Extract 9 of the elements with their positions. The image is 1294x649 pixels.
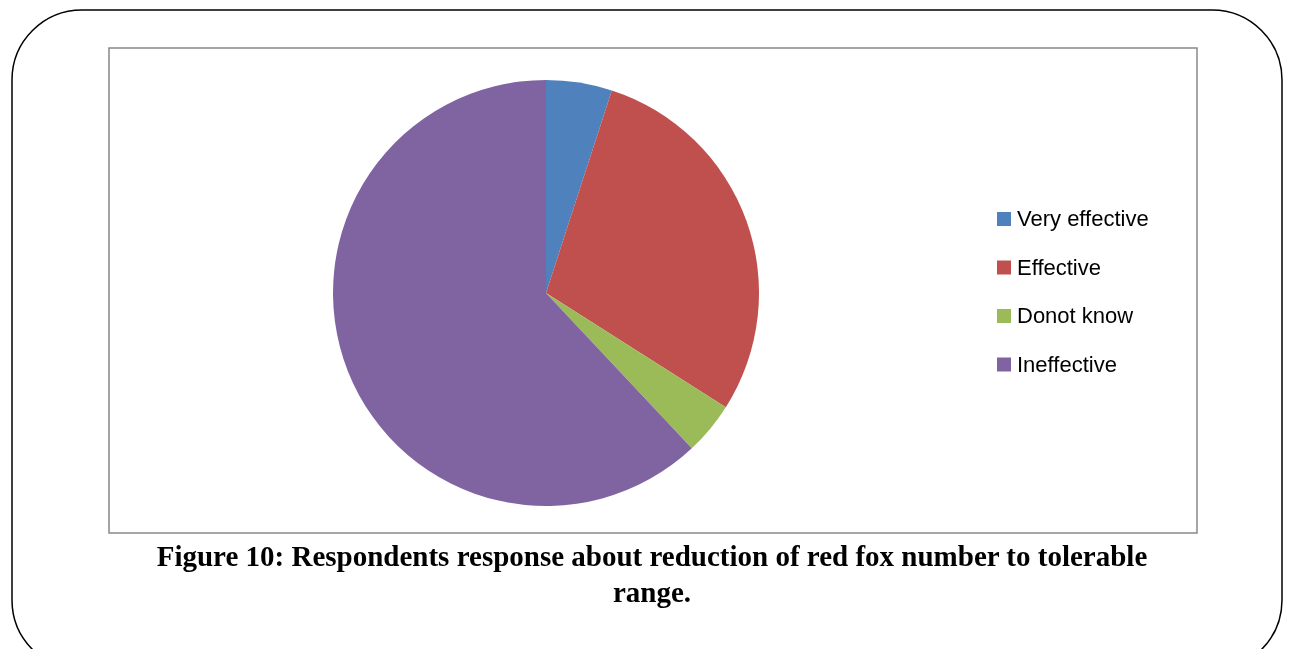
pie-slice	[546, 80, 612, 293]
legend-label: Ineffective	[1017, 351, 1117, 377]
text: Figure 10: Respondents response about reduction of red fox number to tolerable range.	[156, 540, 1148, 608]
legend-label: Effective	[1017, 254, 1101, 280]
legend-label: Donot know	[1017, 303, 1134, 328]
pie-slice	[546, 293, 726, 449]
legend-label: Very effective	[1017, 206, 1149, 231]
pie-slice	[546, 90, 759, 408]
pie-slice	[333, 80, 692, 506]
